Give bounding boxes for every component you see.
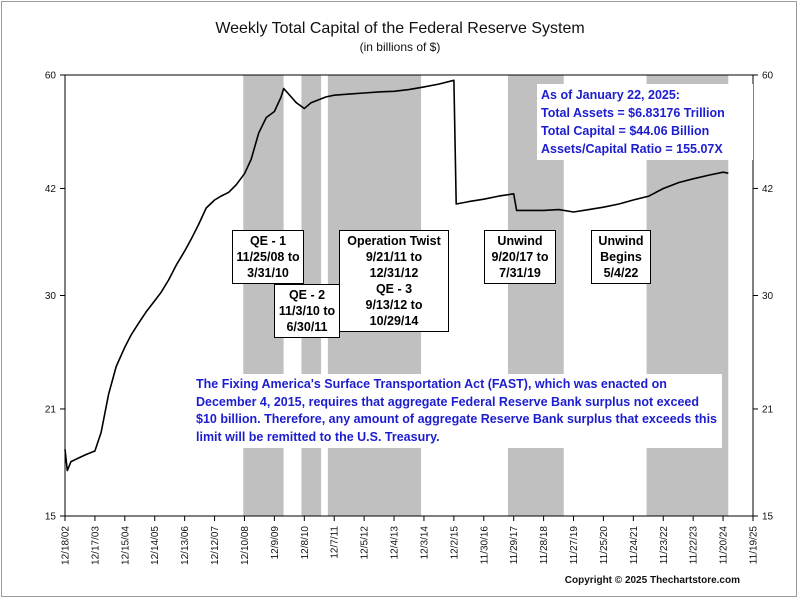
twist-line: 9/13/12 to — [365, 298, 423, 312]
x-tick-label: 12/8/10 — [300, 526, 311, 560]
x-tick-label: 11/23/22 — [659, 526, 670, 565]
twist-line: 9/21/11 to — [365, 250, 423, 264]
annotation-operation-twist: Operation Twist 9/21/11 to 12/31/12 QE -… — [339, 230, 449, 332]
y-tick-label-left: 30 — [45, 291, 57, 302]
x-tick-label: 12/18/02 — [61, 526, 72, 565]
chart-subtitle: (in billions of $) — [359, 40, 441, 54]
as-of-line-2: Total Assets = $6.83176 Trillion — [541, 106, 725, 120]
x-tick-label: 12/9/09 — [270, 526, 281, 560]
qe1-line: 11/25/08 to — [236, 250, 300, 264]
twist-line: Operation Twist — [347, 234, 441, 248]
x-tick-label: 11/28/18 — [539, 526, 550, 565]
y-tick-label-right: 42 — [762, 184, 774, 195]
y-tick-label-right: 60 — [762, 71, 774, 82]
x-tick-label: 12/15/04 — [120, 526, 131, 565]
twist-line: 12/31/12 — [369, 266, 419, 280]
y-tick-label-right: 15 — [762, 512, 774, 523]
x-tick-label: 11/27/19 — [569, 526, 580, 565]
series-line — [64, 79, 729, 472]
x-tick-label: 12/7/11 — [330, 526, 341, 559]
x-tick-label: 11/20/24 — [719, 526, 730, 565]
unwind2-line: Begins — [600, 250, 642, 264]
copyright: Copyright © 2025 Thechartstore.com — [564, 575, 740, 586]
unwind1-line: 7/31/19 — [499, 266, 541, 280]
as-of-note: As of January 22, 2025: Total Assets = $… — [537, 84, 753, 160]
x-tick-label: 12/2/15 — [449, 526, 460, 560]
qe1-line: 3/31/10 — [247, 266, 289, 280]
qe1-line: QE - 1 — [249, 234, 287, 248]
x-tick-label: 12/3/14 — [419, 526, 430, 560]
annotation-unwind-1: Unwind 9/20/17 to 7/31/19 — [484, 230, 556, 284]
qe2-line: 11/3/10 to — [278, 304, 336, 318]
x-tick-label: 12/17/03 — [90, 526, 101, 565]
x-tick-label: 12/5/12 — [360, 526, 371, 560]
unwind1-line: 9/20/17 to — [491, 250, 549, 264]
y-tick-label-right: 21 — [762, 404, 774, 415]
qe2-line: QE - 2 — [288, 288, 326, 302]
qe2-line: 6/30/11 — [286, 320, 328, 334]
x-tick-label: 11/30/16 — [479, 526, 490, 565]
x-tick-label: 12/10/08 — [240, 526, 251, 565]
x-tick-label: 12/12/07 — [210, 526, 221, 565]
x-tick-label: 12/4/13 — [390, 526, 401, 560]
x-tick-label: 11/24/21 — [629, 526, 640, 565]
annotation-qe2: QE - 2 11/3/10 to 6/30/11 — [274, 284, 340, 338]
annotation-qe1: QE - 1 11/25/08 to 3/31/10 — [232, 230, 304, 284]
as-of-line-4: Assets/Capital Ratio = 155.07X — [541, 142, 723, 156]
chart-title: Weekly Total Capital of the Federal Rese… — [215, 20, 585, 37]
y-tick-label-left: 60 — [45, 71, 57, 82]
x-tick-label: 11/22/23 — [689, 526, 700, 565]
y-tick-label-left: 15 — [45, 512, 57, 523]
twist-line: QE - 3 — [375, 282, 413, 296]
unwind2-line: Unwind — [598, 234, 644, 248]
annotation-unwind-2: Unwind Begins 5/4/22 — [591, 230, 651, 284]
y-tick-label-left: 42 — [45, 184, 57, 195]
x-tick-label: 11/25/20 — [599, 526, 610, 565]
y-tick-label-right: 30 — [762, 291, 774, 302]
y-tick-label-left: 21 — [45, 404, 57, 415]
twist-line: 10/29/14 — [369, 314, 419, 328]
unwind1-line: Unwind — [497, 234, 543, 248]
x-tick-label: 11/29/17 — [509, 526, 520, 565]
fast-act-note: The Fixing America's Surface Transportat… — [192, 374, 722, 448]
as-of-line-1: As of January 22, 2025: — [541, 88, 680, 102]
x-tick-label: 12/14/05 — [150, 526, 161, 565]
as-of-line-3: Total Capital = $44.06 Billion — [541, 124, 710, 138]
x-tick-label: 11/19/25 — [749, 526, 760, 565]
x-tick-label: 12/13/06 — [180, 526, 191, 565]
unwind2-line: 5/4/22 — [603, 266, 639, 280]
